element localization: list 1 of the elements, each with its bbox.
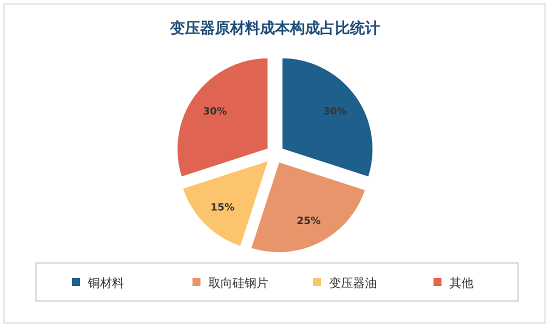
title: 变压器原材料成本构成占比统计 — [170, 19, 380, 37]
